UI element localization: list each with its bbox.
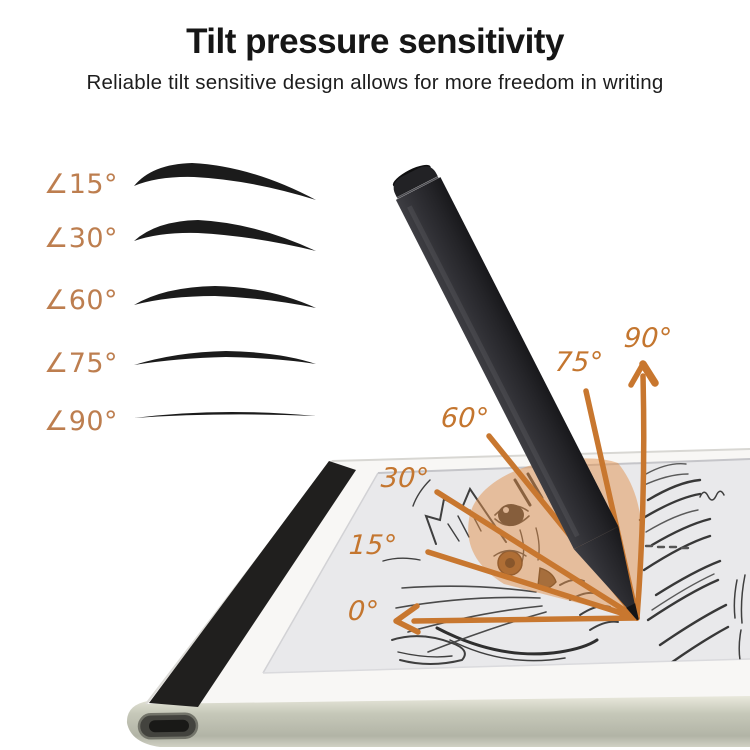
fan-line-0 <box>411 615 640 624</box>
tablet-bottom-edge <box>126 693 750 747</box>
tilt-legend-row-30: ∠30° <box>44 209 334 267</box>
left-arrow-icon <box>393 603 421 635</box>
page-subtitle: Reliable tilt sensitive design allows fo… <box>86 71 664 94</box>
up-arrow-icon <box>639 360 659 387</box>
stylus-pen <box>392 164 639 621</box>
tablet-left-bezel-strip <box>149 461 356 707</box>
angle-label: ∠90° <box>44 405 119 437</box>
header: Tilt pressure sensitivity Reliable tilt … <box>0 22 750 95</box>
brush-stroke-90-icon <box>134 411 316 418</box>
angle-label: ∠30° <box>44 222 119 254</box>
tilt-legend-row-90: ∠90° <box>44 392 334 450</box>
tilt-legend-row-15: ∠15° <box>44 155 334 213</box>
fan-line-15 <box>425 549 640 621</box>
usb-c-port-icon <box>137 712 199 740</box>
fan-line-30 <box>434 489 640 621</box>
angle-label: ∠75° <box>44 347 119 379</box>
angle-label: ∠15° <box>44 168 119 200</box>
fan-label-90: 90° <box>622 323 673 354</box>
fan-label-15: 15° <box>347 530 398 561</box>
tilt-legend-row-60: ∠60° <box>44 271 334 329</box>
fan-label-60: 60° <box>439 403 490 434</box>
page-title: Tilt pressure sensitivity <box>186 22 564 61</box>
brush-stroke-75-icon <box>134 351 316 365</box>
fan-label-0: 0° <box>346 596 380 627</box>
angle-label: ∠60° <box>44 284 119 316</box>
fan-label-75: 75° <box>553 347 604 378</box>
fan-line-90 <box>634 373 647 621</box>
tilt-legend-row-75: ∠75° <box>44 334 334 392</box>
brush-stroke-15-icon <box>134 163 316 200</box>
brush-stroke-30-icon <box>134 220 316 251</box>
brush-stroke-60-icon <box>134 286 316 308</box>
fan-label-30: 30° <box>379 463 430 494</box>
